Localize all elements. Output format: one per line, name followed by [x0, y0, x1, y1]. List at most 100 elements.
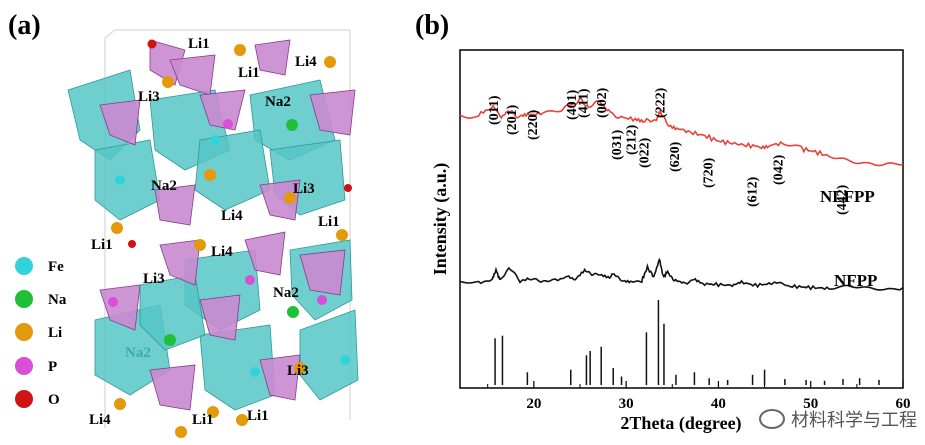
p-tetrahedron [309, 89, 356, 136]
peak-labels: (011) (201) (220) (401)(411) (002)(031) (212)… [487, 87, 850, 215]
p-tetrahedron [154, 184, 196, 226]
peak-label: (442) [835, 184, 850, 215]
p-tetrahedron [159, 239, 201, 286]
x-tick-label: 40 [711, 396, 726, 412]
site-label: Li1 [238, 65, 260, 81]
p-tetrahedron [169, 54, 216, 96]
atom [317, 295, 327, 305]
atom [344, 184, 352, 192]
atom [111, 222, 123, 234]
plot-frame [459, 49, 904, 389]
legend-label: Li [48, 325, 62, 341]
site-label: Na2 [273, 285, 299, 301]
xrd-trace [459, 257, 904, 291]
panel-a-label: (a) [8, 10, 41, 41]
x-tick-label: 20 [526, 396, 541, 412]
site-label: Li4 [211, 244, 233, 260]
atom [147, 39, 157, 49]
atom-legend: Fe Na Li P O [15, 257, 67, 408]
site-label: Na2 [265, 94, 291, 110]
atom [114, 398, 126, 410]
fe-octahedron [299, 309, 359, 401]
p-tetrahedron [254, 39, 291, 76]
atom [164, 334, 176, 346]
peak-label: (011) [487, 95, 502, 125]
xrd-trace [459, 96, 903, 167]
atom [287, 306, 299, 318]
atom [286, 119, 298, 131]
p-tetrahedron [259, 354, 301, 401]
atom [336, 229, 348, 241]
site-label: Li3 [138, 89, 160, 105]
legend-label: O [48, 392, 60, 408]
atom [175, 426, 187, 438]
x-axis-label: 2Theta (degree) [620, 413, 741, 434]
site-label: Li1 [188, 36, 210, 52]
atom [236, 414, 248, 426]
site-label: Li4 [295, 54, 317, 70]
p-tetrahedron [199, 294, 241, 341]
series-group [459, 96, 904, 385]
peak-label: (042) [771, 154, 786, 185]
atom [210, 135, 220, 145]
x-tick-label: 50 [803, 396, 818, 412]
xrd-chart: 20 30 40 50 60 (011) (201) (220) (401)(411) (002… [430, 49, 911, 434]
peak-label: (002) [595, 87, 610, 118]
wechat-icon [759, 409, 785, 429]
atom [128, 240, 136, 248]
atom [324, 56, 336, 68]
atom [294, 362, 306, 374]
atom [245, 275, 255, 285]
atom [108, 297, 118, 307]
atom [162, 76, 174, 88]
peak-label: (201) [505, 104, 520, 135]
x-tick-label: 60 [896, 396, 911, 412]
legend-label: Fe [48, 259, 64, 275]
x-axis-ticks: 20 30 40 50 60 [487, 381, 911, 412]
peak-label: (411) [577, 88, 592, 118]
panel-b-label: (b) [415, 10, 450, 41]
legend-label: Na [48, 292, 67, 308]
atom [115, 175, 125, 185]
p-tetrahedron [99, 284, 141, 331]
site-label: Li4 [89, 412, 111, 428]
site-label: Li3 [287, 363, 309, 379]
site-label: Li1 [247, 408, 269, 424]
p-tetrahedron [99, 99, 141, 146]
atom [204, 169, 216, 181]
site-label: Li3 [143, 271, 165, 287]
li-legend-marker [15, 323, 33, 341]
p-legend-marker [15, 357, 33, 375]
p-tetrahedron [259, 179, 301, 221]
site-label: Li1 [91, 237, 113, 253]
o-legend-marker [15, 390, 33, 408]
peak-label: (612) [746, 176, 761, 207]
atom [340, 355, 350, 365]
peak-label: (620) [668, 141, 683, 172]
atom [250, 367, 260, 377]
atom [194, 239, 206, 251]
p-tetrahedron [149, 364, 196, 411]
peak-label: (720) [701, 157, 716, 188]
atom [207, 406, 219, 418]
xrd-chart-panel: 20 30 40 50 60 (011) (201) (220) (401) (411) (002… [410, 0, 925, 440]
peak-label: (401) [565, 89, 580, 120]
x-tick-label: 30 [619, 396, 634, 412]
fe-octahedron [94, 139, 161, 221]
site-label: Li1 [192, 412, 214, 428]
peak-label: (222) [653, 87, 668, 118]
fe-octahedron [194, 129, 271, 211]
site-label: Na2 [125, 345, 151, 361]
peak-label: (212) [625, 124, 640, 155]
watermark-text: 材料科学与工程 [791, 410, 917, 431]
series-label-nfpp: NFPP [834, 271, 877, 290]
series-label-nlfpp: NLFPP [820, 187, 875, 206]
atoms [108, 39, 352, 438]
site-label: Li3 [293, 181, 315, 197]
crystal-structure-figure: Li1 Li1 Li4 Li3 Na2 Na2 Li3 Li4 Li1 Li1 … [15, 29, 359, 438]
peak-label: (031) [610, 129, 625, 160]
na-legend-marker [15, 290, 33, 308]
watermark: 材料科学与工程 [759, 406, 917, 432]
p-tetrahedron [299, 249, 346, 296]
fe-legend-marker [15, 257, 33, 275]
